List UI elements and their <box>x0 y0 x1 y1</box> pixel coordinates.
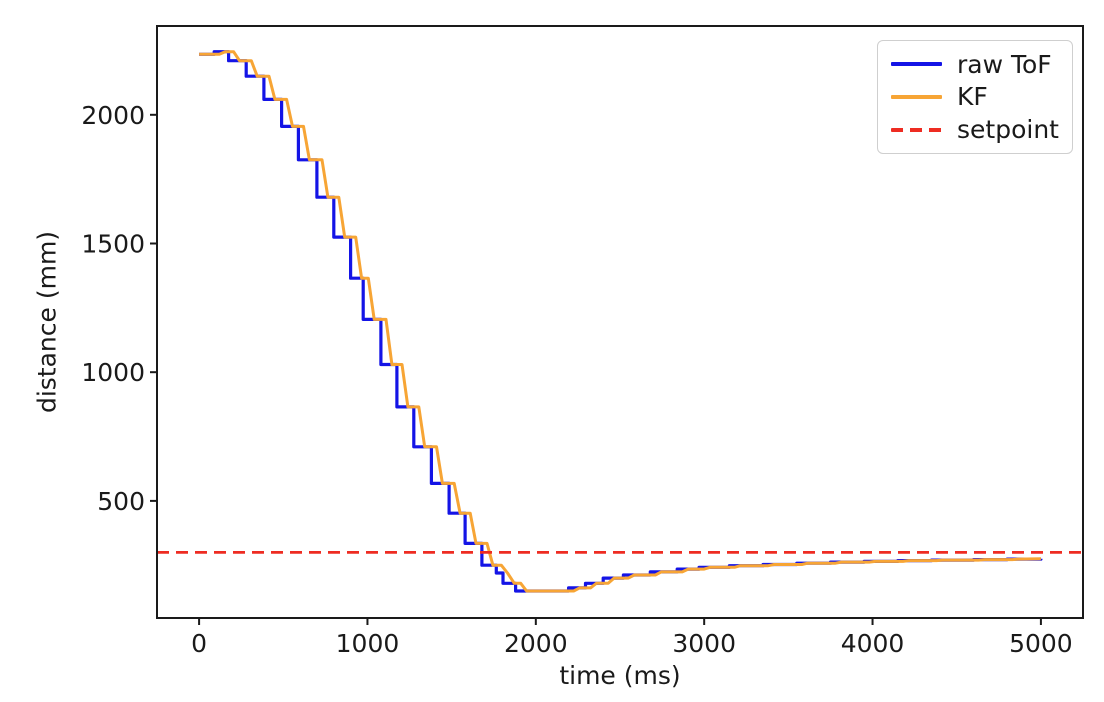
x-axis-label: time (ms) <box>559 661 681 690</box>
x-tick-label: 2000 <box>504 629 568 658</box>
x-tick-label: 5000 <box>1009 629 1073 658</box>
legend-label-kf: KF <box>957 82 988 112</box>
x-tick-label: 4000 <box>841 629 905 658</box>
legend-entry-kf: KF <box>891 84 1059 109</box>
y-tick-label: 1500 <box>81 229 145 258</box>
legend-label-raw-tof: raw ToF <box>957 49 1052 79</box>
legend-entry-setpoint: setpoint <box>891 117 1059 142</box>
plot-border <box>156 25 1084 619</box>
x-tick-label: 0 <box>191 629 207 658</box>
legend-entry-raw-tof: raw ToF <box>891 52 1059 77</box>
legend: raw ToF KF setpoint <box>877 40 1073 154</box>
legend-label-setpoint: setpoint <box>957 115 1059 145</box>
y-axis-label: distance (mm) <box>32 230 62 414</box>
legend-line-sample-raw-tof <box>891 62 942 67</box>
y-tick-label: 2000 <box>81 101 145 130</box>
series-kf <box>199 50 1041 593</box>
x-tick-label: 3000 <box>672 629 736 658</box>
legend-line-sample-kf <box>891 94 942 99</box>
y-tick-label: 500 <box>97 487 145 516</box>
y-tick-label: 1000 <box>81 358 145 387</box>
x-tick-label: 1000 <box>336 629 400 658</box>
legend-line-sample-setpoint <box>891 127 942 132</box>
